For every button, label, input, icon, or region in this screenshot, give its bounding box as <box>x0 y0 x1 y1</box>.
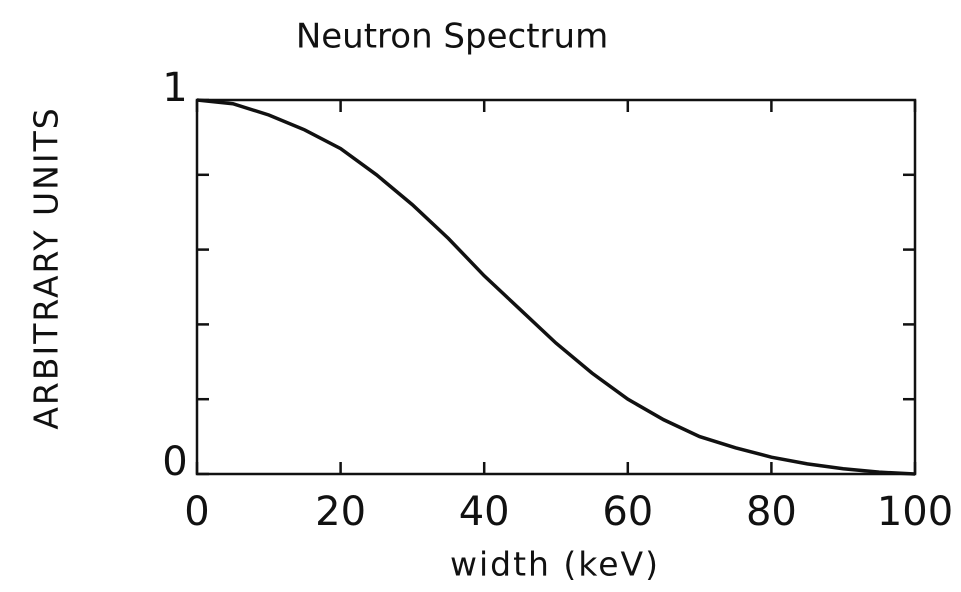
x-tick-label: 80 <box>746 489 797 535</box>
y-tick-label: 1 <box>162 65 187 111</box>
x-axis-label: width (keV) <box>450 545 660 584</box>
x-tick-label: 60 <box>602 489 653 535</box>
y-axis-label: ARBITRARY UNITS <box>27 106 66 429</box>
y-tick-label: 0 <box>162 439 187 485</box>
x-tick-label: 0 <box>184 489 209 535</box>
chart-title: Neutron Spectrum <box>296 17 608 57</box>
x-tick-label: 20 <box>315 489 366 535</box>
data-line <box>196 98 916 476</box>
x-tick-label: 100 <box>877 489 953 535</box>
plot-frame <box>195 98 917 476</box>
x-tick-label: 40 <box>459 489 510 535</box>
